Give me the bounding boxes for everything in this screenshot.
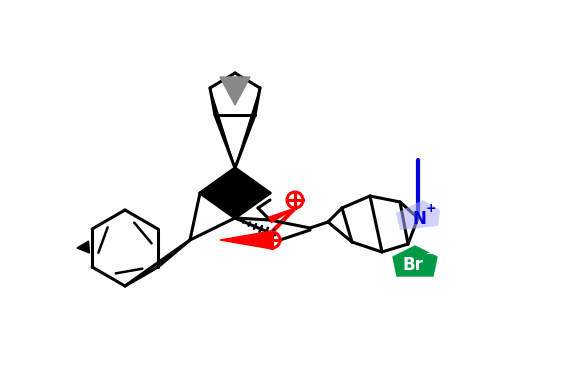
Text: Br: Br (403, 256, 423, 274)
Polygon shape (220, 77, 250, 105)
Polygon shape (268, 208, 295, 223)
Text: N: N (412, 210, 426, 228)
Polygon shape (77, 241, 89, 253)
Polygon shape (220, 231, 272, 249)
Polygon shape (200, 168, 270, 218)
Polygon shape (396, 200, 440, 230)
Polygon shape (210, 88, 235, 168)
Text: +: + (426, 203, 436, 215)
Polygon shape (393, 246, 437, 276)
Polygon shape (235, 88, 260, 168)
Text: ⁻: ⁻ (425, 250, 431, 263)
